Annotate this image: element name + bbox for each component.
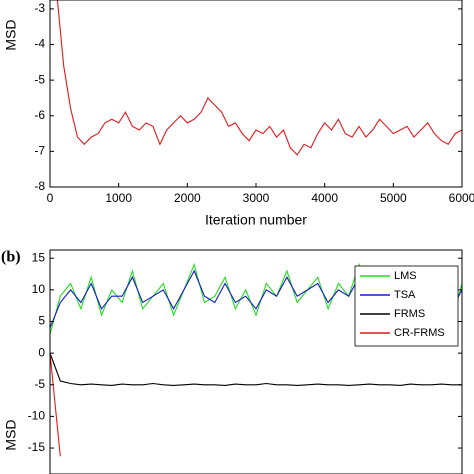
axes-box: [49, 249, 463, 474]
legend-label: LMS: [394, 270, 417, 282]
x-tick-label: 2000: [174, 191, 201, 205]
panel-label: (b): [1, 249, 21, 266]
y-tick-label: -6: [34, 108, 45, 122]
axes-box: [49, 0, 463, 188]
x-tick-label: 6000: [449, 191, 474, 205]
y-tick-label: 5: [38, 314, 45, 328]
x-tick-label: 0: [47, 191, 54, 205]
legend-label: CR-FRMS: [394, 327, 445, 339]
y-tick-label: -5: [34, 377, 45, 391]
legend-label: TSA: [394, 289, 416, 301]
series-line: [56, 0, 462, 156]
y-tick-label: -15: [28, 440, 46, 454]
legend-label: FRMS: [394, 308, 425, 320]
series-line: [50, 352, 462, 386]
x-tick-label: 5000: [380, 191, 407, 205]
y-axis-title: MSD: [3, 419, 19, 450]
y-tick-label: -10: [28, 409, 46, 423]
x-tick-label: 1000: [105, 191, 132, 205]
y-axis-title: MSD: [3, 19, 19, 50]
y-tick-label: 15: [32, 250, 46, 264]
x-tick-label: 4000: [311, 191, 338, 205]
y-tick-label: 10: [32, 282, 46, 296]
x-tick-label: 3000: [243, 191, 270, 205]
y-tick-label: -7: [34, 144, 45, 158]
y-tick-label: -5: [34, 72, 45, 86]
x-axis-title: Iteration number: [205, 212, 307, 228]
y-tick-label: 0: [38, 345, 45, 359]
series-line: [50, 353, 61, 457]
y-tick-label: -4: [34, 37, 45, 51]
y-tick-label: -3: [34, 1, 45, 15]
plot-area: [56, 0, 462, 156]
y-tick-label: -8: [34, 179, 45, 193]
